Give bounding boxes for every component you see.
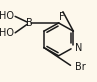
Text: HO: HO [0, 11, 13, 21]
Text: HO: HO [0, 28, 13, 38]
Text: F: F [59, 12, 65, 22]
Text: B: B [26, 18, 32, 28]
Text: N: N [75, 43, 83, 53]
Text: Br: Br [75, 62, 86, 72]
